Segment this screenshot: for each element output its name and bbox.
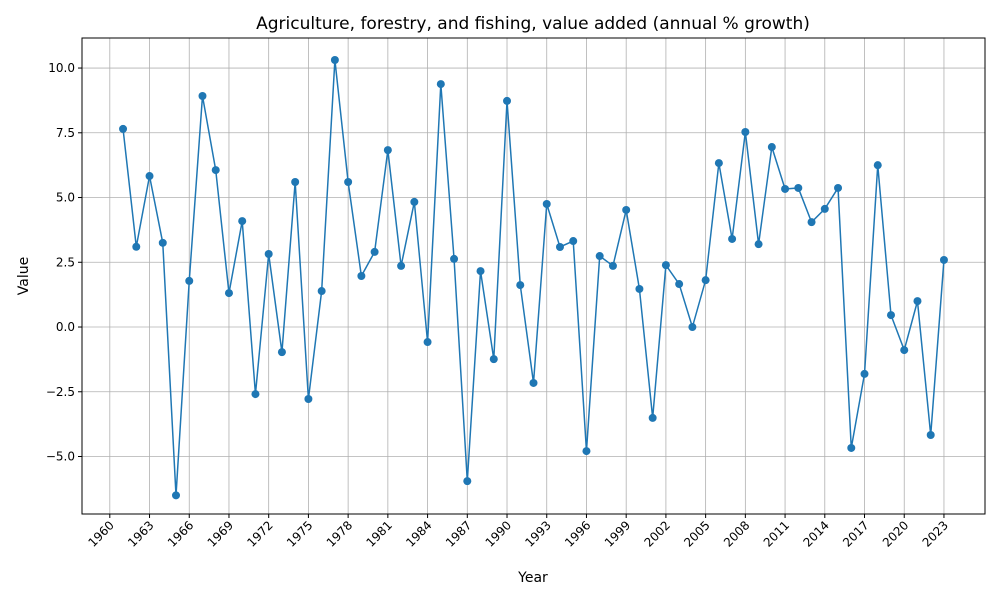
data-point bbox=[860, 369, 869, 378]
data-point bbox=[277, 348, 286, 357]
x-tick-label: 2008 bbox=[721, 518, 752, 549]
data-point bbox=[582, 447, 591, 456]
data-point bbox=[675, 280, 684, 289]
data-line bbox=[122, 59, 945, 496]
data-point bbox=[834, 183, 843, 192]
data-point bbox=[172, 491, 181, 500]
data-point bbox=[926, 431, 935, 440]
data-point bbox=[304, 395, 313, 404]
data-point bbox=[701, 276, 710, 285]
data-point bbox=[741, 128, 750, 137]
data-point bbox=[661, 261, 670, 270]
data-point bbox=[436, 80, 445, 89]
y-tick-label: −5.0 bbox=[46, 450, 75, 464]
y-tick-label: 0.0 bbox=[56, 320, 75, 334]
x-tick-label: 1966 bbox=[165, 518, 196, 549]
x-tick-label: 2023 bbox=[920, 518, 951, 549]
data-point bbox=[939, 255, 948, 264]
x-tick-label: 1990 bbox=[483, 518, 514, 549]
data-point bbox=[569, 237, 578, 246]
x-tick-label: 2005 bbox=[681, 518, 712, 549]
data-point bbox=[397, 261, 406, 270]
x-tick-label: 1984 bbox=[403, 518, 434, 549]
x-tick-label: 1975 bbox=[284, 518, 315, 549]
data-point bbox=[648, 413, 657, 422]
x-tick-label: 2020 bbox=[880, 518, 911, 549]
data-point bbox=[450, 254, 459, 263]
y-tick-label: 7.5 bbox=[56, 126, 75, 140]
data-point bbox=[158, 238, 167, 247]
x-axis-label: Year bbox=[517, 570, 548, 586]
data-point bbox=[476, 267, 485, 276]
y-axis-label: Value bbox=[16, 257, 32, 295]
data-point bbox=[370, 247, 379, 256]
data-point bbox=[132, 242, 141, 251]
data-point bbox=[807, 218, 816, 227]
data-point bbox=[291, 177, 300, 186]
data-point bbox=[357, 272, 366, 280]
x-tick-label: 2017 bbox=[840, 518, 871, 549]
data-point bbox=[423, 338, 432, 347]
y-tick-label: −2.5 bbox=[46, 385, 75, 399]
data-point bbox=[238, 217, 247, 226]
x-tick-label: 1987 bbox=[443, 518, 474, 549]
x-tick-label: 1993 bbox=[522, 518, 553, 549]
data-point bbox=[529, 378, 538, 387]
data-point bbox=[873, 161, 882, 170]
data-point bbox=[781, 184, 790, 193]
data-point bbox=[145, 172, 154, 181]
data-point bbox=[688, 323, 697, 332]
x-tick-label: 1999 bbox=[602, 518, 633, 549]
data-point bbox=[595, 252, 604, 261]
x-tick-label: 1996 bbox=[562, 518, 593, 549]
x-tick-label: 2014 bbox=[800, 518, 831, 549]
data-point bbox=[847, 443, 856, 452]
data-point bbox=[820, 204, 829, 213]
x-tick-label: 2002 bbox=[642, 518, 673, 549]
data-point bbox=[344, 177, 353, 186]
data-point bbox=[251, 390, 260, 399]
x-tick-label: 1978 bbox=[324, 518, 355, 549]
data-point bbox=[714, 159, 723, 168]
plot-frame bbox=[81, 37, 986, 515]
data-point bbox=[516, 281, 525, 290]
x-tick-label: 2011 bbox=[761, 518, 792, 549]
data-point bbox=[211, 166, 220, 175]
data-point bbox=[463, 477, 472, 486]
data-point bbox=[264, 249, 273, 258]
data-point bbox=[503, 96, 512, 105]
y-tick-label: 2.5 bbox=[56, 255, 75, 269]
x-tick-label: 1963 bbox=[125, 518, 156, 549]
data-point bbox=[635, 284, 644, 293]
data-point bbox=[198, 92, 207, 101]
data-point bbox=[224, 289, 233, 298]
data-point bbox=[754, 240, 763, 249]
data-point bbox=[185, 276, 194, 285]
data-point bbox=[383, 146, 392, 155]
data-point bbox=[119, 124, 128, 133]
data-point bbox=[489, 355, 498, 364]
y-tick-label: 5.0 bbox=[56, 191, 75, 205]
data-point bbox=[913, 297, 922, 306]
data-point bbox=[622, 205, 631, 214]
chart-title: Agriculture, forestry, and fishing, valu… bbox=[256, 14, 810, 34]
x-tick-label: 1960 bbox=[85, 518, 116, 549]
data-point bbox=[608, 261, 617, 270]
y-tick-label: 10.0 bbox=[48, 61, 75, 75]
data-point bbox=[767, 143, 776, 152]
x-tick-label: 1969 bbox=[205, 518, 236, 549]
data-point bbox=[410, 197, 419, 206]
data-point bbox=[900, 346, 909, 355]
data-point bbox=[555, 242, 564, 251]
x-tick-label: 1972 bbox=[244, 518, 275, 549]
data-point bbox=[330, 56, 339, 65]
data-point bbox=[728, 234, 737, 243]
data-point bbox=[317, 287, 326, 296]
data-point bbox=[542, 200, 551, 209]
data-point bbox=[794, 183, 803, 192]
x-tick-label: 1981 bbox=[363, 518, 394, 549]
data-point bbox=[886, 311, 895, 320]
